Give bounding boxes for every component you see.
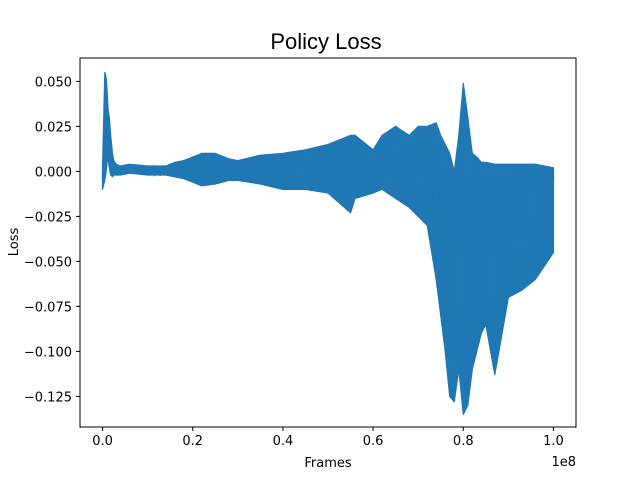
x-tick-label: 0.6 (363, 434, 384, 449)
chart-title: Policy Loss (270, 29, 381, 54)
y-axis-ticks: 0.050 0.025 0.000 −0.025 −0.050 −0.075 −0.100 −… (24, 75, 80, 405)
y-tick-label: −0.050 (24, 255, 72, 270)
y-tick-label: −0.025 (24, 210, 72, 225)
y-tick-label: −0.100 (24, 345, 72, 360)
series-band-0 (101, 71, 555, 415)
plot-area (101, 71, 555, 415)
y-tick-label: 0.000 (35, 165, 72, 180)
x-axis-ticks: 0.0 0.2 0.4 0.6 0.8 1.0 (92, 427, 564, 449)
x-axis-label: Frames (304, 456, 352, 471)
x-tick-label: 0.8 (453, 434, 474, 449)
x-tick-label: 0.4 (273, 434, 294, 449)
series-line-0 (101, 88, 555, 396)
y-tick-label: 0.025 (35, 120, 72, 135)
x-tick-label: 0.0 (92, 434, 113, 449)
y-tick-label: 0.050 (35, 75, 72, 90)
x-tick-label: 1.0 (543, 434, 564, 449)
y-tick-label: −0.075 (24, 300, 72, 315)
axes-frame (79, 57, 577, 428)
y-axis-label: Loss (7, 228, 22, 257)
x-axis-offset-label: 1e8 (551, 455, 576, 470)
y-tick-label: −0.125 (24, 390, 72, 405)
x-tick-label: 0.2 (182, 434, 203, 449)
